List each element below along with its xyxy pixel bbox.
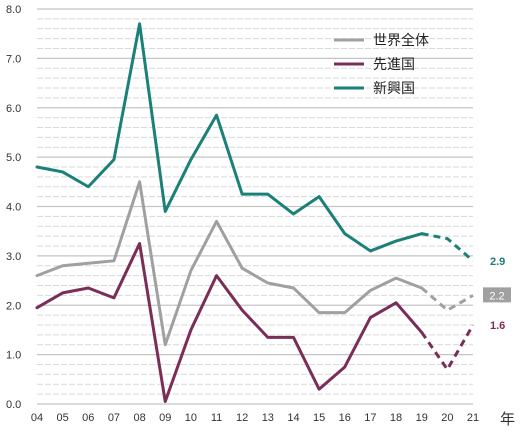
end-label-box [483,287,511,303]
x-tick-label: 05 [57,412,69,424]
x-axis-ticks: 04 05 06 07 08 09 10 11 12 13 14 15 16 17 18 19 20 21 [31,412,479,424]
end-label: 2.9 [490,256,505,268]
series-line-projection [420,286,474,312]
x-tick-label: 06 [82,412,94,424]
series-line-actual [35,242,424,404]
series-line-actual [35,180,424,347]
x-tick-label: 11 [211,412,222,424]
x-axis-unit-label: 年 [500,410,515,428]
x-tick-label: 18 [390,412,402,424]
legend-label: 先進国 [373,57,415,73]
y-tick-label: 3.0 [6,251,21,263]
x-tick-label: 09 [159,412,171,424]
x-tick-label: 04 [31,412,43,424]
y-axis-ticks: 0.0 1.0 2.0 3.0 4.0 5.0 6.0 7.0 8.0 [6,4,21,411]
x-tick-label: 14 [287,412,299,424]
x-tick-label: 08 [133,412,145,424]
y-tick-label: 1.0 [6,350,21,362]
x-tick-label: 12 [236,412,248,424]
y-tick-label: 5.0 [6,152,21,164]
x-tick-label: 10 [185,412,197,424]
series-line-projection [420,324,475,371]
series-line-projection [421,232,474,262]
x-tick-label: 16 [339,412,351,424]
y-tick-label: 8.0 [6,4,21,16]
y-tick-label: 7.0 [6,53,21,65]
legend-label: 世界全体 [373,32,429,49]
x-tick-label: 13 [262,412,274,424]
x-tick-label: 21 [467,412,479,424]
x-tick-label: 19 [416,412,428,424]
y-tick-label: 2.0 [6,300,21,312]
x-tick-label: 07 [108,412,120,424]
end-labels: 2.2 1.6 2.9 [483,256,511,332]
x-tick-label: 15 [313,412,325,424]
y-tick-label: 4.0 [6,202,21,214]
y-tick-label: 0.0 [6,399,21,411]
x-tick-label: 20 [441,412,453,424]
end-label: 2.2 [489,290,504,302]
y-tick-label: 6.0 [6,103,21,115]
end-label: 1.6 [490,320,505,332]
series-lines [35,22,475,404]
series-line-actual [35,22,424,253]
x-tick-label: 17 [364,412,376,424]
legend-label: 新興国 [373,81,415,97]
